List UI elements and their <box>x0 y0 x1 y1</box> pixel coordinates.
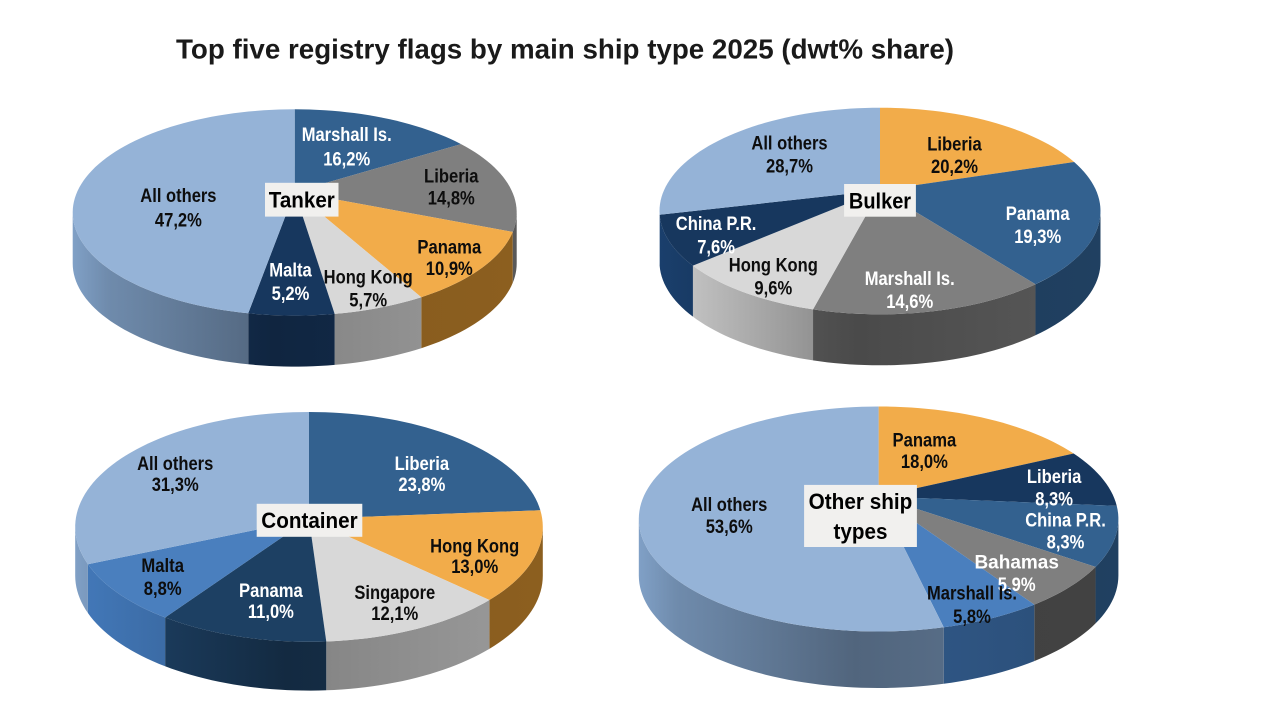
svg-text:5,7%: 5,7% <box>349 291 387 312</box>
svg-text:Container: Container <box>261 508 358 533</box>
svg-text:Top five registry flags by mai: Top five registry flags by main ship typ… <box>176 34 954 65</box>
svg-text:11,0%: 11,0% <box>248 602 294 623</box>
svg-text:10,9%: 10,9% <box>426 259 473 280</box>
svg-text:Marshall Is.: Marshall Is. <box>927 583 1017 604</box>
svg-text:5,8%: 5,8% <box>953 607 991 628</box>
svg-text:Panama: Panama <box>1006 204 1070 225</box>
svg-text:5,2%: 5,2% <box>272 284 310 305</box>
svg-text:Marshall Is.: Marshall Is. <box>302 125 392 146</box>
svg-text:Liberia: Liberia <box>424 167 479 188</box>
svg-text:19,3%: 19,3% <box>1014 227 1061 248</box>
svg-text:Singapore: Singapore <box>354 583 435 604</box>
svg-text:18,0%: 18,0% <box>901 452 948 473</box>
svg-text:All others: All others <box>137 454 213 475</box>
svg-text:Hong Kong: Hong Kong <box>430 537 519 558</box>
svg-text:13,0%: 13,0% <box>451 557 498 578</box>
svg-text:47,2%: 47,2% <box>155 211 202 232</box>
svg-text:8,8%: 8,8% <box>144 579 182 600</box>
svg-text:Bahamas: Bahamas <box>974 553 1059 574</box>
svg-text:Panama: Panama <box>239 581 303 602</box>
svg-text:Hong Kong: Hong Kong <box>324 268 413 289</box>
svg-text:31,3%: 31,3% <box>152 475 199 496</box>
svg-text:Malta: Malta <box>141 556 184 577</box>
svg-text:5,9%: 5,9% <box>998 575 1036 596</box>
svg-text:Other ship: Other ship <box>809 489 913 514</box>
svg-text:All others: All others <box>751 134 827 155</box>
svg-text:23,8%: 23,8% <box>398 475 445 496</box>
svg-text:Malta: Malta <box>269 261 312 282</box>
svg-text:All others: All others <box>691 495 767 516</box>
svg-text:12,1%: 12,1% <box>371 604 418 625</box>
svg-text:Liberia: Liberia <box>927 134 982 155</box>
svg-text:20,2%: 20,2% <box>931 157 978 178</box>
svg-text:7,6%: 7,6% <box>697 238 735 259</box>
svg-text:Liberia: Liberia <box>395 454 450 475</box>
svg-text:types: types <box>834 519 888 544</box>
svg-text:Panama: Panama <box>893 430 957 451</box>
svg-text:28,7%: 28,7% <box>766 157 813 178</box>
svg-text:Bulker: Bulker <box>849 188 912 213</box>
svg-text:All others: All others <box>140 186 216 207</box>
svg-text:Liberia: Liberia <box>1027 467 1082 488</box>
svg-text:53,6%: 53,6% <box>706 517 753 538</box>
svg-text:China P.R.: China P.R. <box>676 214 757 235</box>
svg-text:8,3%: 8,3% <box>1035 490 1073 511</box>
svg-text:China P.R.: China P.R. <box>1025 511 1106 532</box>
svg-text:Panama: Panama <box>417 238 481 259</box>
svg-text:9,6%: 9,6% <box>754 279 792 300</box>
svg-text:Marshall Is.: Marshall Is. <box>865 269 955 290</box>
svg-text:Hong Kong: Hong Kong <box>729 256 818 277</box>
svg-text:8,3%: 8,3% <box>1047 532 1085 553</box>
svg-text:14,6%: 14,6% <box>886 292 933 313</box>
svg-text:16,2%: 16,2% <box>323 149 370 170</box>
svg-text:14,8%: 14,8% <box>428 188 475 209</box>
svg-text:Tanker: Tanker <box>269 188 335 213</box>
